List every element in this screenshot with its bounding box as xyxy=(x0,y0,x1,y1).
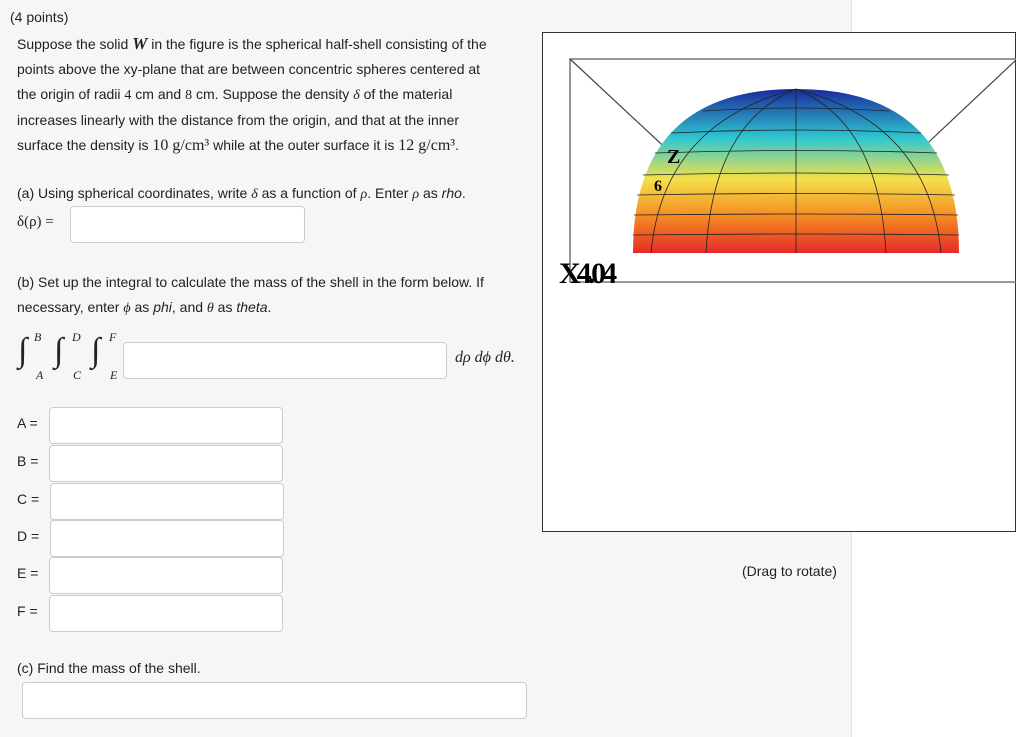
label-E: E = xyxy=(17,565,39,581)
limit-E: E xyxy=(110,368,118,382)
integral-sign: ∫ xyxy=(18,332,28,369)
limit-C: C xyxy=(73,368,82,382)
3d-figure[interactable]: Z 6 X4.04 xyxy=(542,32,1016,532)
label-B: B = xyxy=(17,453,39,469)
integral-sign: ∫ xyxy=(91,332,101,369)
limit-B: B xyxy=(34,330,42,344)
triple-integral: ∫ B A ∫ D C ∫ F E xyxy=(18,330,123,385)
bounding-box xyxy=(569,58,1016,283)
label-F: F = xyxy=(17,603,38,619)
drag-caption: (Drag to rotate) xyxy=(742,563,837,579)
part-b-prompt: (b) Set up the integral to calculate the… xyxy=(17,274,484,316)
hemisphere-plot[interactable]: Z 6 X4.04 xyxy=(543,33,1016,533)
input-C[interactable] xyxy=(50,483,284,520)
points-label: (4 points) xyxy=(10,9,69,25)
limit-F: F xyxy=(109,330,117,344)
mass-input[interactable] xyxy=(22,682,527,719)
limit-A: A xyxy=(36,368,44,382)
label-D: D = xyxy=(17,528,40,544)
x-axis-label: X4.04 xyxy=(559,257,617,290)
label-C: C = xyxy=(17,491,40,507)
limit-D: D xyxy=(72,330,81,344)
part-c-prompt: (c) Find the mass of the shell. xyxy=(17,660,201,676)
differentials: dρ dϕ dθ. xyxy=(455,349,515,366)
delta-rho-input[interactable] xyxy=(70,206,305,243)
problem-statement: Suppose the solid W in the figure is the… xyxy=(17,34,487,154)
input-F[interactable] xyxy=(49,595,283,632)
integral-sign: ∫ xyxy=(54,332,64,369)
integrand-input[interactable] xyxy=(123,342,447,379)
input-A[interactable] xyxy=(49,407,283,444)
mesh-lines xyxy=(632,88,960,254)
input-E[interactable] xyxy=(49,557,283,594)
input-B[interactable] xyxy=(49,445,283,482)
label-A: A = xyxy=(17,415,38,431)
tick-label-6: 6 xyxy=(654,178,662,195)
input-D[interactable] xyxy=(50,520,284,557)
part-a-prompt: (a) Using spherical coordinates, write δ… xyxy=(17,185,466,202)
z-axis-label: Z xyxy=(667,146,680,168)
delta-rho-label: δ(ρ) = xyxy=(17,214,54,230)
